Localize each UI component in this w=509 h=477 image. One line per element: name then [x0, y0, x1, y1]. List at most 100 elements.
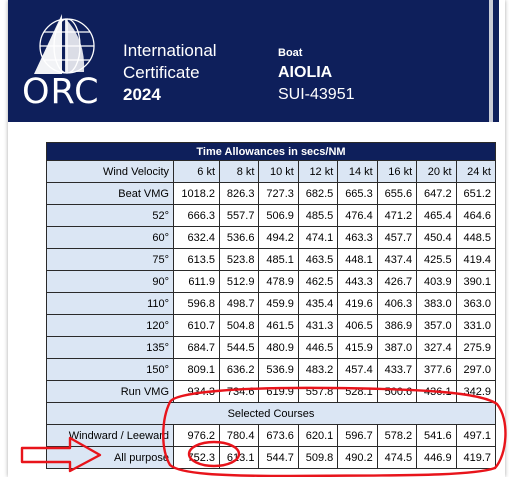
time-allowance-cell: 651.2	[455, 182, 497, 205]
allowance-row: 135° 684.7 544.5 480.9 446.5 415.9 387.0 327.4 2…	[46, 336, 497, 359]
allowance-row: Beat VMG 1018.2 826.3 727.3 682.5 665.3 655.6 6…	[46, 182, 497, 205]
row-label: Run VMG	[46, 380, 174, 403]
time-allowance-cell: 665.3	[337, 182, 378, 205]
time-allowance-cell: 463.3	[337, 226, 378, 249]
allowance-row: 90° 611.9 512.9 478.9 462.5 443.3 426.7 403.9 39…	[46, 270, 497, 293]
time-allowance-cell: 541.6	[416, 424, 457, 447]
time-allowance-cell: 463.5	[297, 248, 339, 271]
time-allowance-cell: 448.1	[337, 248, 378, 271]
time-allowance-cell: 476.4	[337, 204, 378, 227]
time-allowance-cell: 780.4	[219, 424, 260, 447]
orc-brand-text: ORC	[22, 72, 100, 112]
wind-velocity-row: Wind Velocity 6 kt 8 kt 10 kt 12 kt 14 k…	[46, 160, 497, 183]
row-label: 52°	[46, 204, 174, 227]
time-allowance-cell: 536.6	[219, 226, 260, 249]
time-allowance-cell: 557.8	[297, 380, 339, 403]
selected-courses-label: Selected Courses	[46, 402, 496, 425]
time-allowance-cell: 478.9	[258, 270, 299, 293]
time-allowance-cell: 431.3	[297, 314, 339, 337]
time-allowance-cell: 462.5	[297, 270, 339, 293]
table-title: Time Allowances in secs/NM	[46, 142, 496, 161]
time-allowance-cell: 610.7	[172, 314, 221, 337]
cert-line-1: International	[123, 41, 217, 60]
time-allowance-cell: 419.7	[455, 446, 497, 469]
time-allowance-cell: 327.4	[416, 336, 457, 359]
time-allowance-cell: 596.8	[172, 292, 221, 315]
course-rows: Windward / Leeward 976.2 780.4 673.6 620.1 59…	[46, 424, 497, 469]
time-allowance-cell: 536.9	[258, 358, 299, 381]
time-allowance-cell: 673.6	[258, 424, 299, 447]
time-allowance-cell: 619.9	[258, 380, 299, 403]
time-allowance-cell: 436.1	[416, 380, 457, 403]
time-allowance-cell: 474.5	[376, 446, 418, 469]
time-allowance-cell: 406.3	[376, 292, 418, 315]
wind-speed-header: 12 kt	[297, 160, 339, 183]
wind-speed-header: 14 kt	[337, 160, 378, 183]
time-allowance-cell: 275.9	[455, 336, 497, 359]
time-allowance-cell: 390.1	[455, 270, 497, 293]
time-allowance-cell: 498.7	[219, 292, 260, 315]
time-allowance-cell: 377.6	[416, 358, 457, 381]
time-allowance-cell: 544.5	[219, 336, 260, 359]
time-allowance-cell: 461.5	[258, 314, 299, 337]
allowance-row: 60° 632.4 536.6 494.2 474.1 463.3 457.7 450.4 44…	[46, 226, 497, 249]
time-allowance-cell: 437.4	[376, 248, 418, 271]
row-label: 75°	[46, 248, 174, 271]
sail-number: SUI-43951	[278, 86, 355, 103]
time-allowance-cell: 578.2	[376, 424, 418, 447]
time-allowance-cell: 485.1	[258, 248, 299, 271]
time-allowance-cell: 684.7	[172, 336, 221, 359]
time-allowance-cell: 464.6	[455, 204, 497, 227]
time-allowance-cell: 485.5	[297, 204, 339, 227]
time-allowance-cell: 1018.2	[172, 182, 221, 205]
boat-name: AIOLIA	[278, 64, 333, 81]
time-allowance-cell: 523.8	[219, 248, 260, 271]
time-allowance-cell: 419.4	[455, 248, 497, 271]
time-allowance-cell: 471.2	[376, 204, 418, 227]
time-allowance-cell: 976.2	[172, 424, 221, 447]
time-allowance-cell: 357.0	[416, 314, 457, 337]
time-allowance-cell: 331.0	[455, 314, 497, 337]
time-allowance-cell: 457.7	[376, 226, 418, 249]
wind-speed-header: 24 kt	[455, 160, 497, 183]
time-allowance-cell: 480.9	[258, 336, 299, 359]
time-allowance-cell: 620.1	[297, 424, 339, 447]
time-allowance-cell: 752.3	[172, 446, 221, 469]
time-allowance-cell: 419.6	[337, 292, 378, 315]
time-allowance-cell: 490.2	[337, 446, 378, 469]
time-allowance-cell: 446.9	[416, 446, 457, 469]
time-allowance-cell: 682.5	[297, 182, 339, 205]
time-allowance-cell: 809.1	[172, 358, 221, 381]
time-allowance-cell: 504.8	[219, 314, 260, 337]
orc-sail-logo-icon	[34, 14, 95, 74]
wind-speed-header: 16 kt	[376, 160, 418, 183]
row-label: All purpose	[46, 446, 174, 469]
time-allowance-cell: 403.9	[416, 270, 457, 293]
time-allowance-cell: 727.3	[258, 182, 299, 205]
selected-courses-row: Selected Courses	[46, 402, 496, 425]
time-allowance-cell: 342.9	[455, 380, 497, 403]
time-allowance-cell: 448.5	[455, 226, 497, 249]
time-allowance-cell: 544.7	[258, 446, 299, 469]
row-label: 120°	[46, 314, 174, 337]
boat-info: Boat AIOLIA SUI-43951	[278, 47, 355, 104]
time-allowance-cell: 483.2	[297, 358, 339, 381]
time-allowance-cell: 386.9	[376, 314, 418, 337]
wind-speed-header: 20 kt	[416, 160, 457, 183]
allowance-row: 120° 610.7 504.8 461.5 431.3 406.5 386.9 357.0 3…	[46, 314, 497, 337]
row-label: Beat VMG	[46, 182, 174, 205]
allowance-rows: Beat VMG 1018.2 826.3 727.3 682.5 665.3 655.6 6…	[46, 182, 497, 403]
row-label: 110°	[46, 292, 174, 315]
time-allowance-cell: 459.9	[258, 292, 299, 315]
time-allowance-cell: 826.3	[219, 182, 260, 205]
time-allowance-cell: 497.1	[455, 424, 497, 447]
time-allowance-cell: 457.4	[337, 358, 378, 381]
time-allowance-cell: 425.5	[416, 248, 457, 271]
time-allowance-cell: 383.0	[416, 292, 457, 315]
wind-speed-header: 10 kt	[258, 160, 299, 183]
time-allowance-cell: 636.2	[219, 358, 260, 381]
time-allowance-cell: 557.7	[219, 204, 260, 227]
time-allowance-cell: 506.9	[258, 204, 299, 227]
time-allowance-cell: 734.6	[219, 380, 260, 403]
row-label: Windward / Leeward	[46, 424, 174, 447]
